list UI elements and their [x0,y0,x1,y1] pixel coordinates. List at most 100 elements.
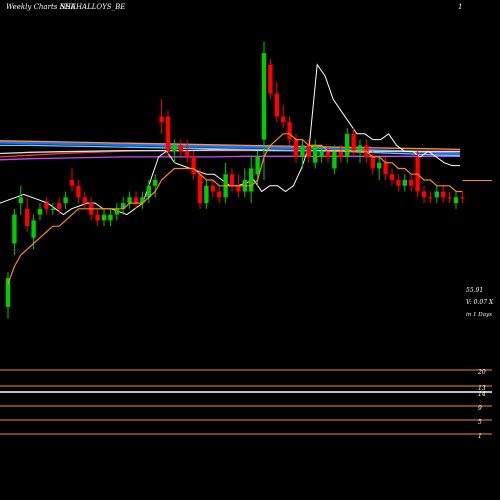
candle [402,174,407,192]
candle-body [460,197,465,199]
volume-label: V: 0.07 X [466,299,494,306]
candle [409,174,414,192]
candle-body [274,93,279,117]
candle [281,105,286,129]
ema-polyline [7,133,463,285]
candle [191,151,196,180]
moving-average-line [0,155,460,161]
indicator-level-label: 1 [478,433,482,440]
candle [37,203,43,221]
candle [101,208,107,227]
candle [50,203,55,215]
candle-body [332,151,337,169]
candle [197,168,203,209]
candle [5,272,11,319]
candle-body [191,156,196,175]
candle-body [409,180,414,186]
candle [178,139,183,157]
candle-body [236,185,241,192]
indicator-level-label: 5 [478,419,482,426]
candle [25,197,30,232]
moving-average-line [0,140,461,151]
candle [447,191,452,204]
candle [133,191,139,209]
candle-body [396,180,401,186]
candle-body [63,197,68,204]
candle-body [345,133,350,157]
candle-body [357,145,363,152]
candle [370,151,375,175]
candle [300,139,305,169]
candle-body [57,203,62,209]
candle-body [338,151,343,157]
candle-body [383,162,388,175]
candle [172,139,177,163]
candle [95,208,100,227]
candle [185,139,190,163]
candle-body [37,208,43,215]
candle-body [172,145,177,152]
candle [217,185,222,204]
candle-body [313,145,318,163]
moving-average-line [0,144,461,157]
candle-body [95,214,100,221]
candle-body [306,145,311,157]
candle [313,139,318,169]
candle-body [300,145,305,157]
candle-body [377,162,382,169]
candle [441,185,446,204]
candle-body [108,214,113,221]
candle-body [325,151,331,157]
candle [332,145,337,175]
candle [389,168,395,186]
candle [325,145,331,163]
candle-body [12,214,17,244]
candle [140,191,145,209]
candle [153,174,158,198]
candle-body [210,185,215,192]
candle [421,185,427,204]
candle [210,180,215,198]
period-label: in 1 Days [466,312,492,318]
candle [383,156,388,180]
candle-body [197,174,203,204]
candle [460,191,465,204]
chart-header-symbol: SHAHALLOYS_BE [60,3,125,11]
candle-body [5,278,11,307]
candle-body [101,214,107,221]
candle [114,203,119,221]
candle [82,191,87,209]
candle-body [287,122,292,140]
candle [428,191,433,204]
candle-body [447,197,452,199]
last-price-label: 55.91 [466,287,483,294]
candle [338,145,343,163]
candle-body [178,145,183,152]
candle [287,116,292,146]
candle-body [50,208,55,211]
candle-body [114,208,119,215]
candle-body [44,203,49,209]
ema-line [7,133,492,285]
candle [249,156,254,204]
candle-body [249,168,254,192]
candle-body [31,220,36,238]
candle [396,174,401,192]
candle-body [69,180,75,186]
candle-body [268,64,273,94]
candle-body [204,185,209,204]
candle-body [255,156,260,175]
candle-body [159,116,164,123]
indicator-level-label: 9 [478,405,482,412]
moving-average-line [0,149,460,155]
candle-body [121,203,126,209]
candle-body [319,151,324,157]
candle-body [229,174,235,186]
candle [159,99,164,134]
candle-body [76,185,81,198]
moving-average-lines [0,140,461,161]
candle [229,168,235,192]
